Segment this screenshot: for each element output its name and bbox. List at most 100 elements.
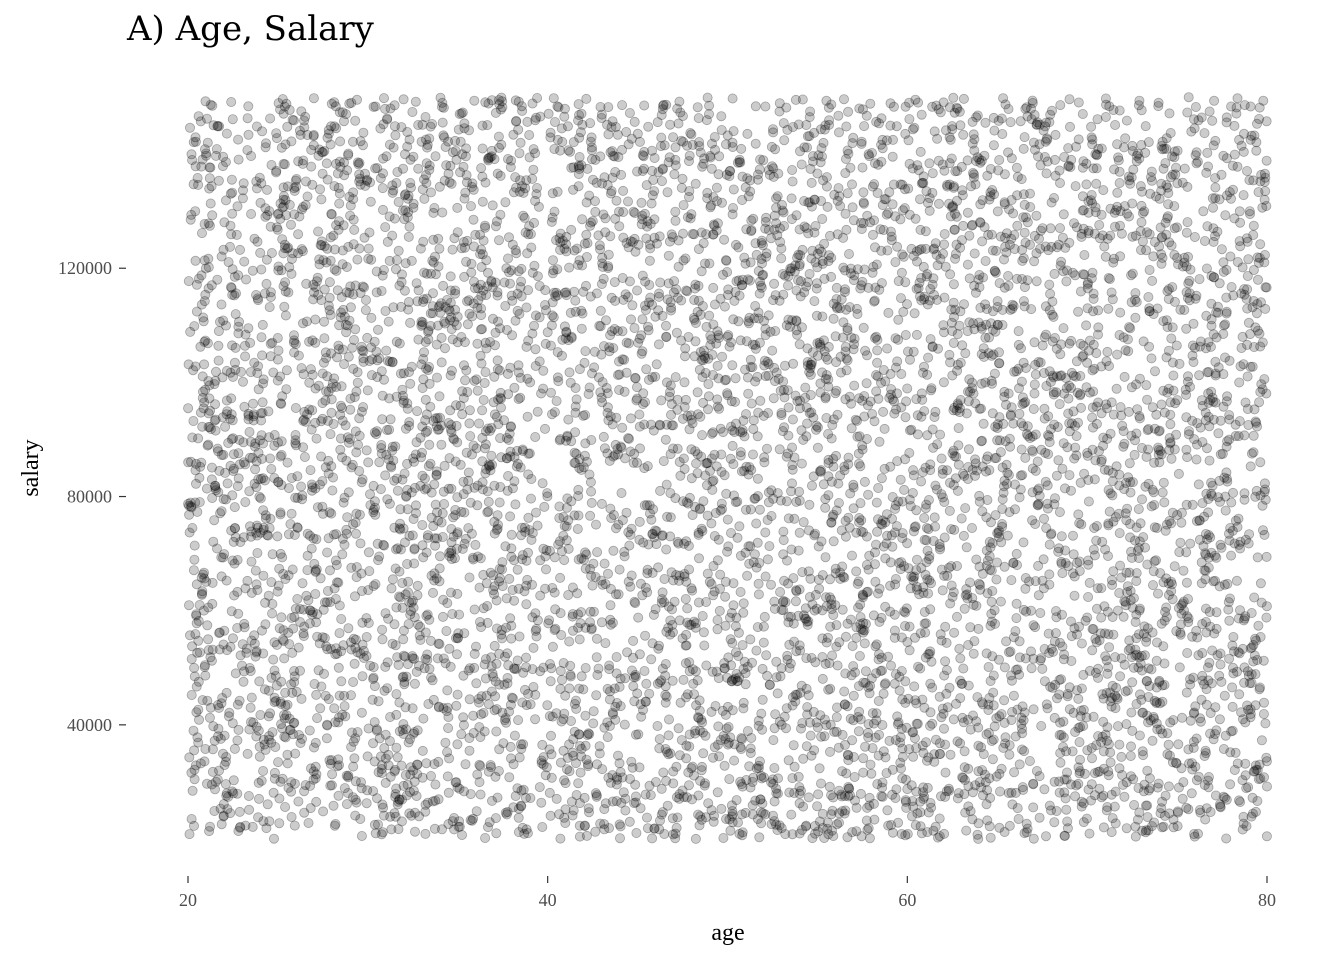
data-point [1163, 188, 1174, 199]
data-point [925, 678, 936, 689]
data-point [1191, 625, 1202, 636]
data-point [513, 715, 524, 726]
data-point [880, 601, 891, 612]
data-point [409, 543, 420, 554]
data-point [573, 778, 584, 789]
data-point [952, 365, 963, 376]
data-point [926, 578, 937, 589]
data-point [1064, 470, 1075, 481]
data-point [243, 410, 254, 421]
data-point [596, 617, 607, 628]
data-point [1190, 102, 1201, 113]
data-point [1157, 696, 1168, 707]
data-point [544, 744, 555, 755]
data-point [678, 228, 689, 239]
data-point [352, 254, 363, 265]
data-point [1119, 142, 1130, 153]
data-point [904, 645, 915, 656]
data-point [934, 813, 945, 824]
data-point [727, 360, 738, 371]
data-point [922, 430, 933, 441]
data-point [217, 693, 228, 704]
data-point [600, 227, 611, 238]
data-point [1006, 575, 1017, 586]
data-point [830, 388, 841, 399]
data-point [948, 714, 959, 725]
data-point [339, 701, 350, 712]
data-point [522, 116, 533, 127]
data-point [253, 777, 264, 788]
data-point [1126, 382, 1137, 393]
data-point [647, 299, 658, 310]
data-point [1019, 301, 1030, 312]
data-point [1111, 682, 1122, 693]
data-point [1239, 662, 1250, 673]
data-point [405, 317, 416, 328]
data-point [349, 658, 360, 669]
data-point [841, 768, 852, 779]
data-point [1131, 699, 1142, 710]
data-point [994, 358, 1005, 369]
data-point [477, 196, 488, 207]
data-point [541, 545, 552, 556]
data-point [193, 616, 204, 627]
data-point [524, 129, 535, 140]
data-point [903, 346, 914, 357]
data-point [887, 199, 898, 210]
data-point [234, 244, 245, 255]
data-point [266, 247, 277, 258]
data-point [854, 706, 865, 717]
data-point [526, 493, 537, 504]
data-point [975, 199, 986, 210]
data-point [417, 119, 428, 130]
data-point [916, 295, 927, 306]
data-point [760, 101, 771, 112]
data-point [840, 284, 851, 295]
data-point [1154, 457, 1165, 468]
data-point [1171, 340, 1182, 351]
data-point [955, 653, 966, 664]
data-point [807, 480, 818, 491]
data-point [781, 320, 792, 331]
data-point [832, 660, 843, 671]
data-point [944, 562, 955, 573]
data-point [380, 753, 391, 764]
data-point [243, 408, 254, 419]
data-point [633, 612, 644, 623]
data-point [693, 113, 704, 124]
data-point [1235, 797, 1246, 808]
data-point [639, 666, 650, 677]
data-point [1212, 226, 1223, 237]
data-point [1070, 791, 1081, 802]
data-point [858, 627, 869, 638]
data-point [377, 634, 388, 645]
data-point [348, 677, 359, 688]
data-point [794, 584, 805, 595]
data-point [811, 310, 822, 321]
data-point [711, 182, 722, 193]
data-point [815, 710, 826, 721]
data-point [617, 515, 628, 526]
data-point [1140, 147, 1151, 158]
data-point [617, 144, 628, 155]
data-point [819, 833, 830, 844]
data-point [776, 243, 787, 254]
data-point [997, 304, 1008, 315]
data-point [1184, 295, 1195, 306]
data-point [452, 689, 463, 700]
data-point [216, 571, 227, 582]
data-point [670, 206, 681, 217]
data-point [1114, 105, 1125, 116]
data-point [377, 414, 388, 425]
data-point [413, 163, 424, 174]
data-point [872, 334, 883, 345]
data-point [927, 341, 938, 352]
data-point [475, 279, 486, 290]
data-point [593, 230, 604, 241]
data-point [1014, 636, 1025, 647]
data-point [659, 140, 670, 151]
data-point [273, 261, 284, 272]
data-point [908, 465, 919, 476]
data-point [1163, 345, 1174, 356]
data-point [472, 338, 483, 349]
